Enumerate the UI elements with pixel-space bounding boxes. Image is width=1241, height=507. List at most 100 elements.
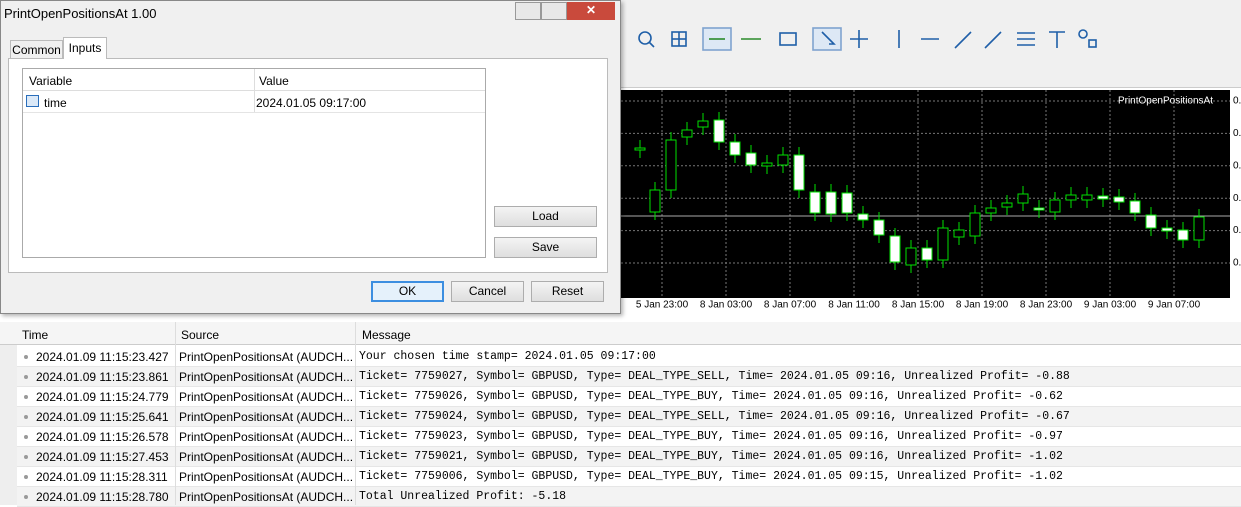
column-header: Value (259, 74, 289, 88)
y-tick-label: 0.5 (1233, 128, 1241, 139)
candle (1097, 195, 1109, 200)
close-button[interactable]: ✕ (567, 2, 615, 20)
inputs-table: Variable Value time 2024.01.05 09:17:00 (22, 68, 486, 258)
candle (1081, 194, 1093, 201)
candle (937, 227, 949, 261)
candle (1017, 193, 1029, 204)
candle (1065, 194, 1077, 201)
log-source: PrintOpenPositionsAt (AUDCH... (179, 370, 354, 384)
candle (713, 119, 725, 143)
tab-panel: Variable Value time 2024.01.05 09:17:00 … (8, 58, 608, 273)
y-tick-label: 0.5 (1233, 225, 1241, 236)
x-tick-label: 8 Jan 11:00 (828, 300, 880, 311)
candle (1001, 202, 1013, 208)
ok-button[interactable]: OK (371, 281, 444, 302)
column-header: Message (362, 328, 411, 342)
candle (665, 139, 677, 191)
candle (1161, 227, 1173, 232)
indicator-label: PrintOpenPositionsAt (1118, 96, 1213, 107)
log-row (17, 427, 1241, 447)
log-time: 2024.01.09 11:15:27.453 (36, 450, 169, 464)
candle (1113, 196, 1125, 203)
toolbar-icons (638, 27, 1097, 51)
load-button[interactable]: Load (494, 206, 597, 227)
row-bullet (24, 375, 28, 379)
candle (761, 162, 773, 167)
candle (953, 229, 965, 238)
candle (1033, 207, 1045, 211)
column-header: Time (22, 328, 49, 342)
x-tick-label: 9 Jan 07:00 (1148, 300, 1201, 311)
log-message: Ticket= 7759021, Symbol= GBPUSD, Type= D… (359, 450, 1063, 463)
y-tick-label: 0.5 (1233, 160, 1241, 171)
log-message: Your chosen time stamp= 2024.01.05 09:17… (359, 350, 656, 363)
x-tick-label: 8 Jan 03:00 (700, 300, 753, 311)
log-message: Total Unrealized Profit: -5.18 (359, 490, 567, 503)
log-row (17, 447, 1241, 467)
tab[interactable]: Common (10, 40, 63, 59)
candle (745, 152, 757, 166)
log-source: PrintOpenPositionsAt (AUDCH... (179, 470, 354, 484)
y-tick-label: 0.5 (1233, 258, 1241, 269)
log-time: 2024.01.09 11:15:24.779 (36, 390, 169, 404)
candle (777, 154, 789, 166)
candle (889, 235, 901, 263)
candle (969, 212, 981, 237)
log-time: 2024.01.09 11:15:25.641 (36, 410, 169, 424)
log-source: PrintOpenPositionsAt (AUDCH... (179, 410, 354, 424)
x-tick-label: 5 Jan 23:00 (636, 300, 689, 311)
candle (825, 191, 837, 215)
save-button[interactable]: Save (494, 237, 597, 258)
x-tick-label: 8 Jan 15:00 (892, 300, 945, 311)
row-bullet (24, 415, 28, 419)
candle (1145, 214, 1157, 229)
x-tick-label: 8 Jan 23:00 (1020, 300, 1073, 311)
candle (793, 154, 805, 191)
log-time: 2024.01.09 11:15:28.311 (36, 470, 168, 484)
y-tick-label: 0.5 (1233, 96, 1241, 107)
param-value[interactable]: 2024.01.05 09:17:00 (256, 96, 367, 110)
log-row (17, 407, 1241, 427)
log-message: Ticket= 7759027, Symbol= GBPUSD, Type= D… (359, 370, 1070, 383)
row-bullet (24, 395, 28, 399)
chart-area (621, 90, 1230, 298)
row-divider (23, 112, 485, 113)
column-header: Variable (29, 74, 73, 88)
candle (841, 192, 853, 214)
cancel-button[interactable]: Cancel (451, 281, 524, 302)
candle (634, 147, 646, 151)
param-name[interactable]: time (44, 96, 67, 110)
log-message: Ticket= 7759026, Symbol= GBPUSD, Type= D… (359, 390, 1063, 403)
log-source: PrintOpenPositionsAt (AUDCH... (179, 390, 354, 404)
candle (905, 247, 917, 266)
log-source: PrintOpenPositionsAt (AUDCH... (179, 450, 354, 464)
log-message: Ticket= 7759024, Symbol= GBPUSD, Type= D… (359, 410, 1070, 423)
row-bullet (24, 455, 28, 459)
log-row (17, 467, 1241, 487)
log-time: 2024.01.09 11:15:23.861 (36, 370, 169, 384)
log-row (17, 347, 1241, 367)
y-tick-label: 0.5 (1233, 193, 1241, 204)
log-source: PrintOpenPositionsAt (AUDCH... (179, 430, 354, 444)
param-icon (26, 95, 39, 107)
column-divider (355, 322, 356, 505)
tab-active[interactable]: Inputs (63, 37, 107, 59)
minimize-button[interactable] (515, 2, 541, 20)
reset-button[interactable]: Reset (531, 281, 604, 302)
candle (857, 213, 869, 221)
candle (697, 120, 709, 128)
candle (649, 189, 661, 213)
candle (873, 219, 885, 236)
candle (1193, 216, 1205, 241)
dialog: PrintOpenPositionsAt 1.00 ✕ Common Input… (0, 0, 621, 314)
candle (1049, 199, 1061, 213)
log-row (17, 387, 1241, 407)
log-row (17, 367, 1241, 387)
chart: 0.5 0.5 0.5 0.5 0.5 0.5 5 Jan 23:00 8 Jan 03:00… (621, 88, 1241, 320)
candle (681, 129, 693, 138)
candle (1129, 200, 1141, 214)
row-bullet (24, 495, 28, 499)
log-time: 2024.01.09 11:15:26.578 (36, 430, 169, 444)
maximize-button[interactable] (541, 2, 567, 20)
